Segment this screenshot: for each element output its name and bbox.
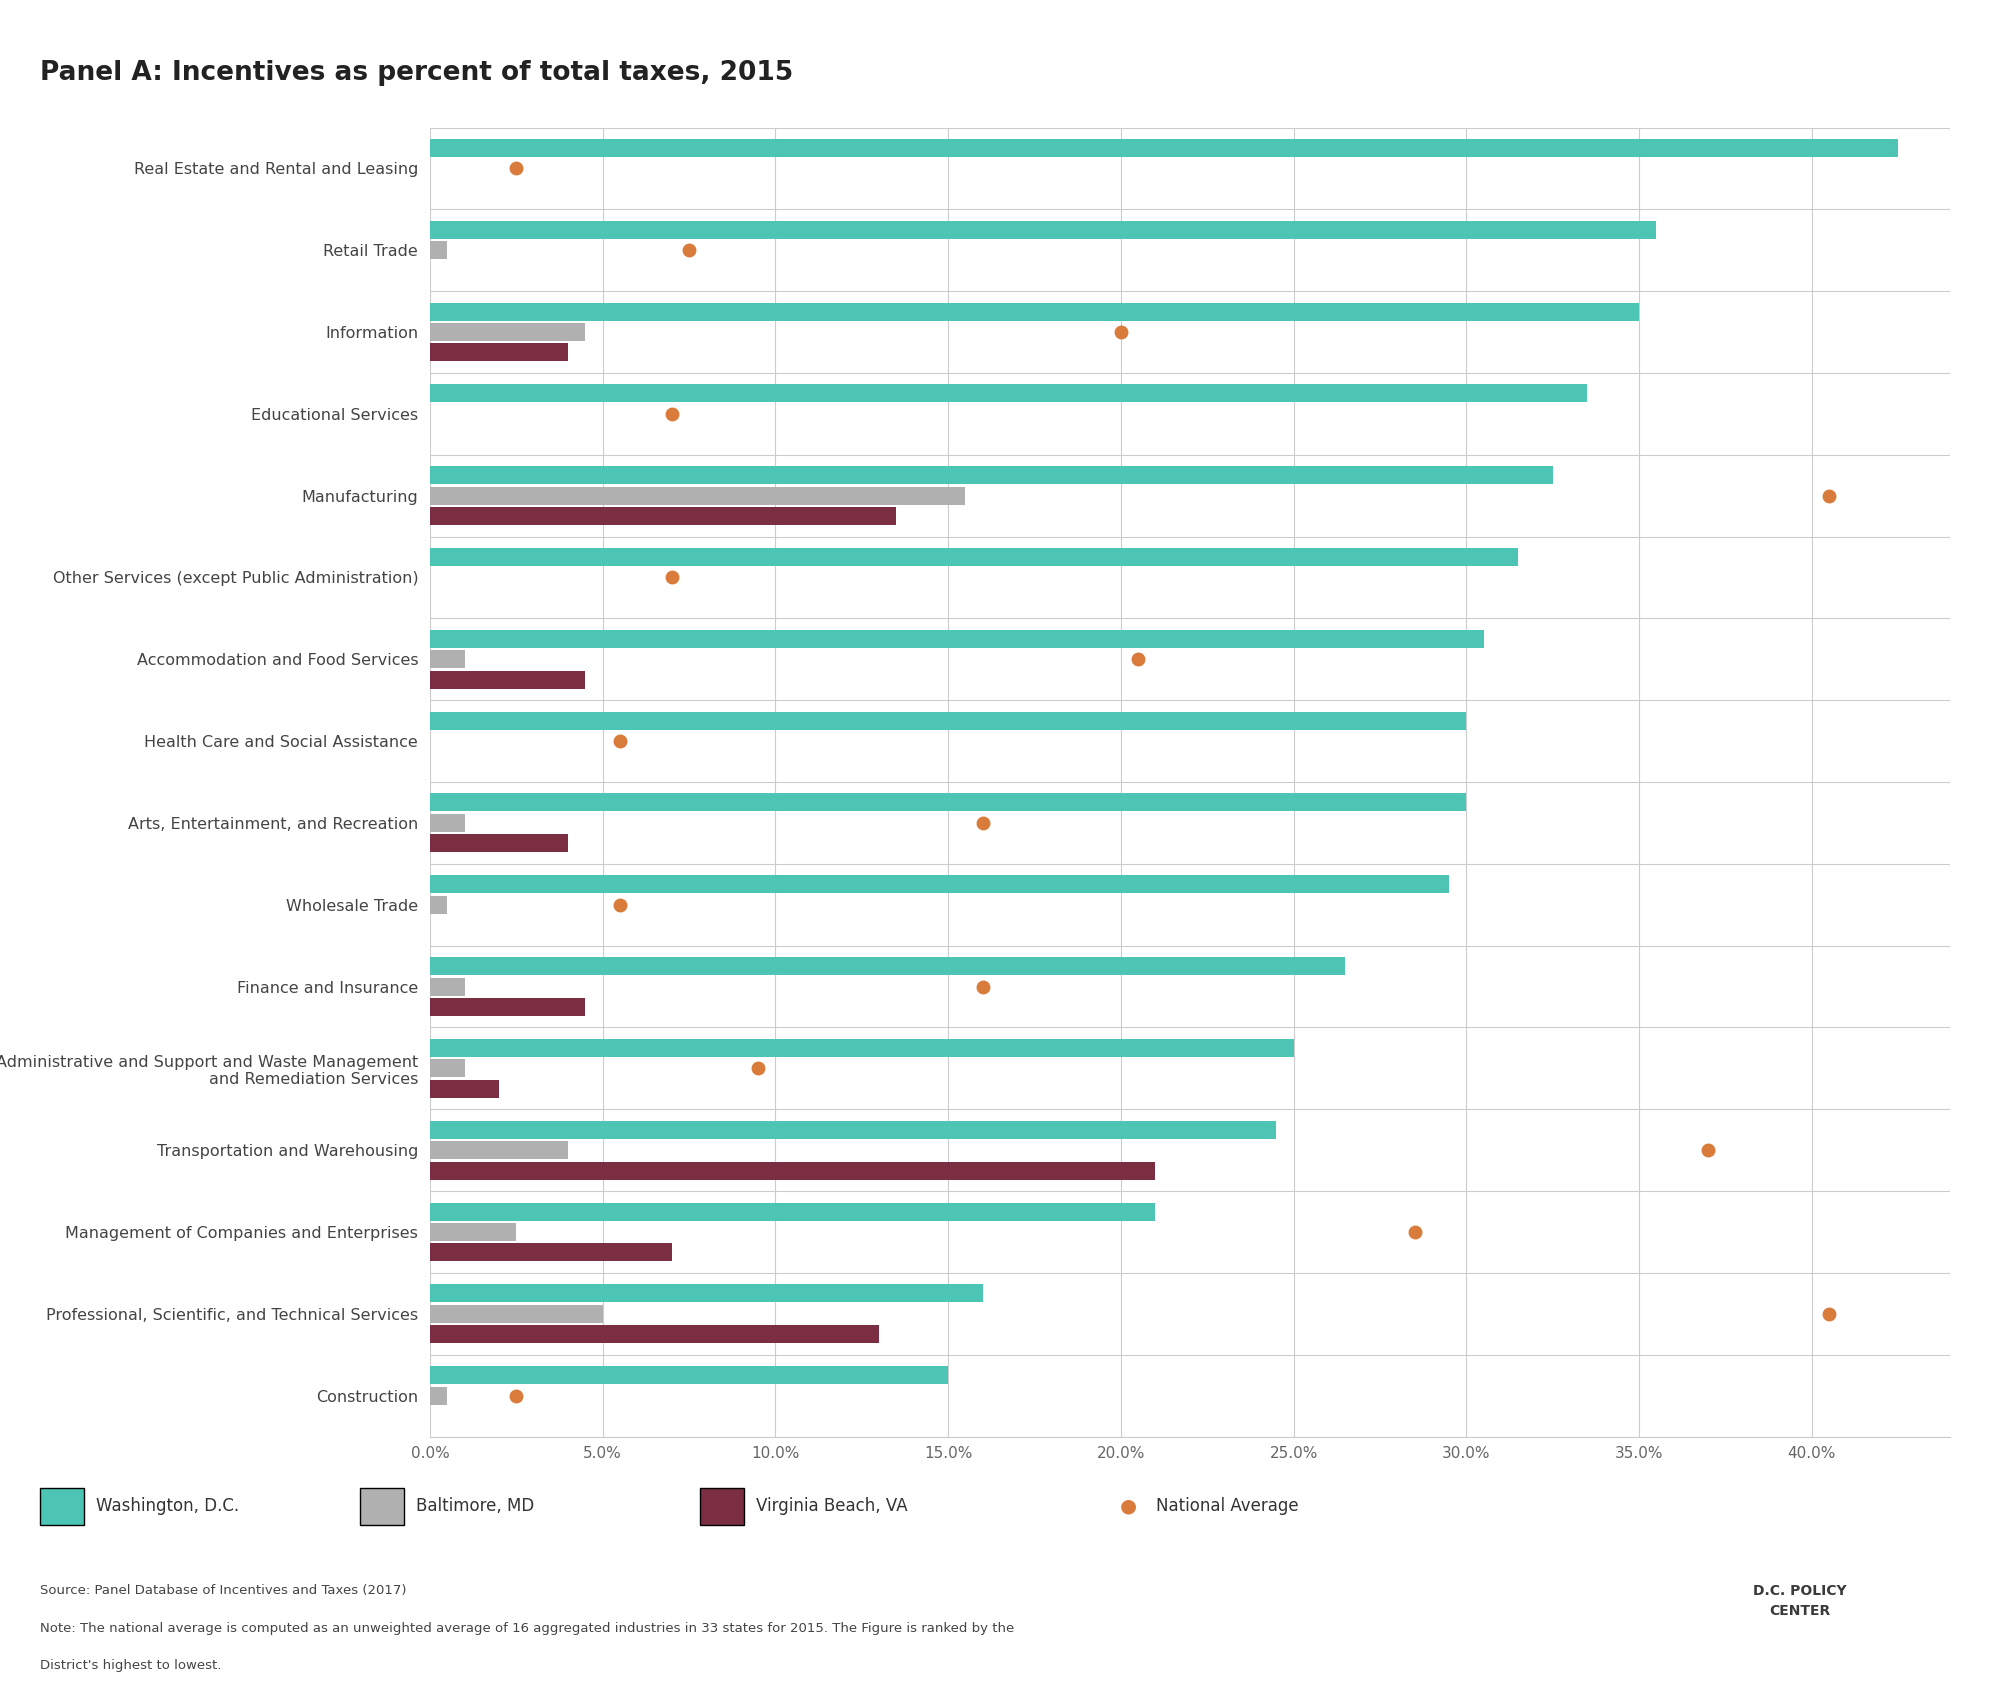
Text: Washington, D.C.: Washington, D.C. <box>96 1498 240 1515</box>
Text: D.C. POLICY
CENTER: D.C. POLICY CENTER <box>1754 1584 1846 1618</box>
Bar <box>430 221 1656 238</box>
Text: Baltimore, MD: Baltimore, MD <box>416 1498 534 1515</box>
Text: District's highest to lowest.: District's highest to lowest. <box>40 1659 222 1673</box>
Bar <box>430 1120 1276 1139</box>
Bar <box>430 672 586 688</box>
Bar <box>430 629 1484 648</box>
Bar <box>430 1039 1294 1057</box>
Bar <box>430 466 1552 484</box>
Bar <box>430 1284 982 1302</box>
Bar <box>430 835 568 852</box>
Bar <box>430 651 464 668</box>
Bar <box>430 303 1640 321</box>
Bar <box>430 547 1518 566</box>
Text: Note: The national average is computed as an unweighted average of 16 aggregated: Note: The national average is computed a… <box>40 1622 1014 1635</box>
Bar <box>430 1202 1156 1221</box>
Bar <box>430 1367 948 1384</box>
Bar <box>430 977 464 996</box>
Bar <box>430 384 1588 403</box>
Text: Panel A: Incentives as percent of total taxes, 2015: Panel A: Incentives as percent of total … <box>40 60 794 85</box>
Bar <box>430 1326 880 1343</box>
Bar <box>430 794 1466 811</box>
Text: National Average: National Average <box>1156 1498 1298 1515</box>
Bar <box>430 814 464 831</box>
Bar <box>430 486 966 505</box>
Bar <box>430 1387 448 1404</box>
Bar <box>430 139 1898 156</box>
Bar <box>430 1080 500 1098</box>
Bar <box>430 1059 464 1078</box>
Bar <box>430 1306 602 1323</box>
Bar <box>430 998 586 1017</box>
Bar <box>430 957 1346 976</box>
Bar <box>430 1141 568 1159</box>
Bar <box>430 323 586 342</box>
Bar <box>430 1161 1156 1180</box>
Text: ●: ● <box>1120 1496 1136 1516</box>
Bar <box>430 1243 672 1261</box>
Bar <box>430 712 1466 729</box>
Text: Source: Panel Database of Incentives and Taxes (2017): Source: Panel Database of Incentives and… <box>40 1584 406 1598</box>
Bar <box>430 896 448 913</box>
Bar <box>430 241 448 258</box>
Bar <box>430 1222 516 1241</box>
Bar <box>430 876 1450 892</box>
Bar <box>430 343 568 362</box>
Text: Virginia Beach, VA: Virginia Beach, VA <box>756 1498 908 1515</box>
Bar <box>430 507 896 525</box>
